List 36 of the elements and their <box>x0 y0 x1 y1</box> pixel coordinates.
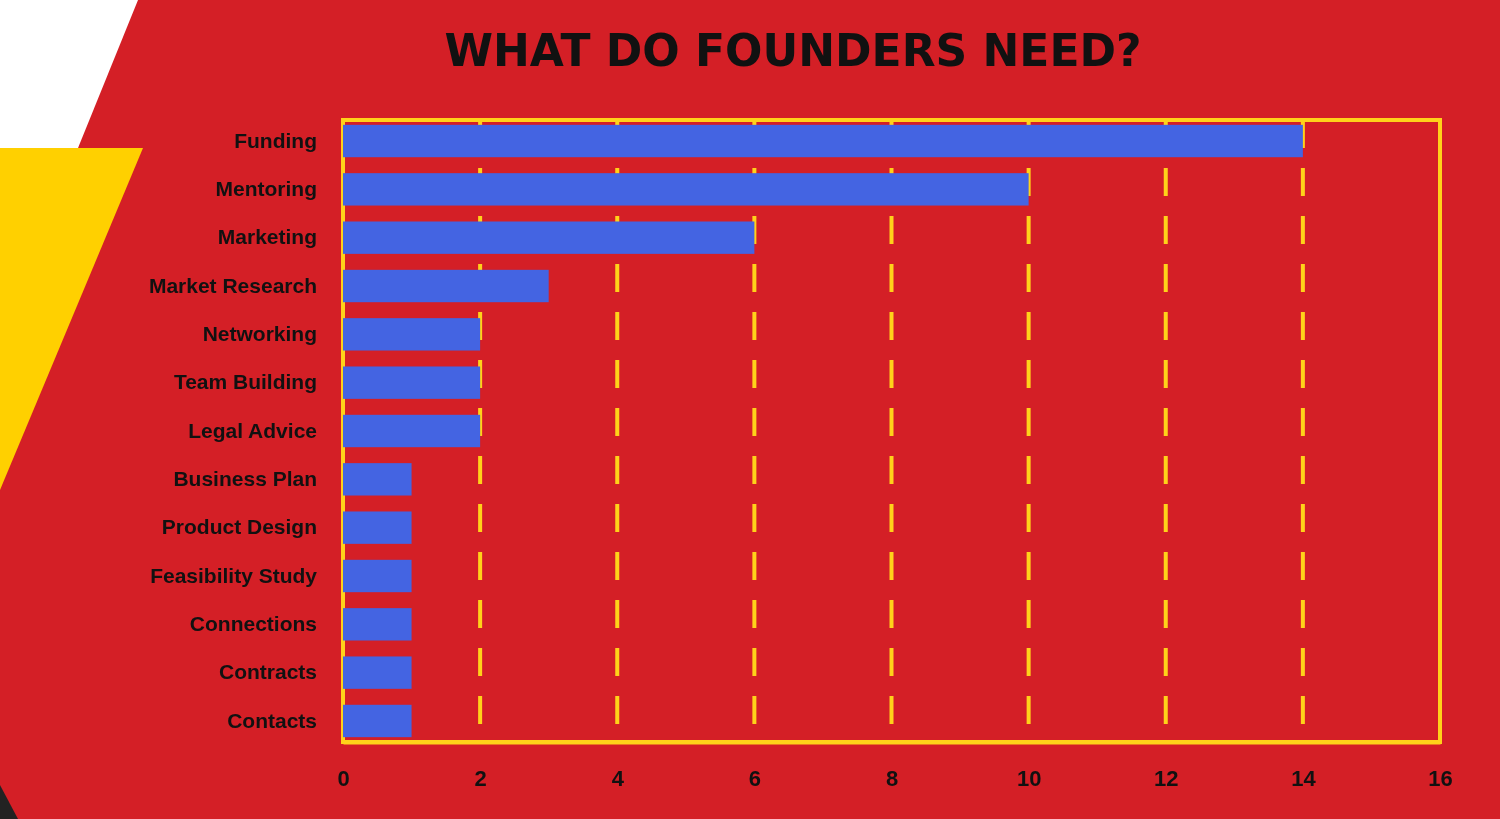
chart-title: WHAT DO FOUNDERS NEED? <box>444 25 1142 76</box>
bar <box>343 269 549 303</box>
x-tick-label: 14 <box>1291 765 1317 791</box>
x-tick-label: 6 <box>748 765 761 791</box>
x-tick-label: 4 <box>611 765 625 791</box>
y-tick-label: Mentoring <box>215 177 317 201</box>
y-tick-label: Team Building <box>173 370 317 394</box>
y-tick-label: Networking <box>202 322 317 346</box>
bar <box>343 221 755 254</box>
bar <box>343 559 412 593</box>
bar <box>343 511 412 544</box>
x-tick-label: 2 <box>474 765 487 791</box>
x-tick-label: 8 <box>885 765 899 791</box>
x-tick-label: 12 <box>1154 765 1179 791</box>
y-tick-label: Business Plan <box>173 467 317 491</box>
bar <box>343 704 412 738</box>
bar <box>343 366 481 399</box>
y-tick-label: Market Research <box>148 273 317 297</box>
y-tick-label: Contracts <box>218 660 317 684</box>
x-tick-label: 0 <box>337 765 350 791</box>
y-tick-label: Connections <box>189 612 317 636</box>
bar <box>343 173 1029 206</box>
y-tick-label: Marketing <box>217 225 317 249</box>
y-tick-label: Contacts <box>227 708 317 732</box>
x-tick-label: 16 <box>1428 765 1453 791</box>
bar <box>343 656 412 689</box>
x-tick-label: 10 <box>1016 765 1042 791</box>
y-tick-label: Funding <box>234 128 317 152</box>
y-tick-label: Feasibility Study <box>150 563 318 587</box>
bar <box>343 414 481 448</box>
y-tick-label: Product Design <box>161 515 317 539</box>
bar <box>343 608 412 641</box>
bar <box>343 463 412 496</box>
bar <box>343 318 481 351</box>
y-tick-label: Legal Advice <box>188 418 317 442</box>
bar <box>343 124 1303 158</box>
